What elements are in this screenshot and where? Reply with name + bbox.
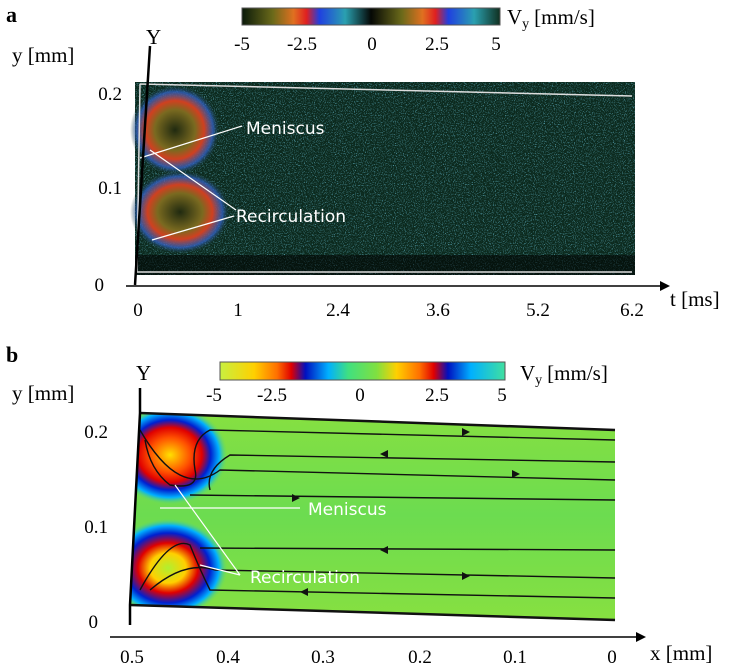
panel-label: a: [6, 2, 17, 27]
arrow: [636, 632, 646, 642]
colorbar: [241, 7, 501, 26]
leaders: [139, 125, 243, 241]
colorbar-title: Vy [mm/s]: [507, 5, 595, 32]
x-tick-label: 2.4: [326, 300, 350, 321]
walls: [129, 411, 616, 622]
y-tick-label: 0: [89, 612, 99, 633]
x-tick-label: 0: [607, 647, 617, 668]
colorbar-tick: -2.5: [257, 385, 287, 406]
symbol: V: [520, 361, 535, 385]
x-tick-label: 6.2: [620, 300, 644, 321]
colorbar-tick: 2.5: [425, 34, 449, 55]
panel-b: b -5 -2.5 0 2.5 5 Vy [mm/s]: [6, 342, 712, 668]
unit: [mm/s]: [534, 5, 595, 29]
x-tick-label: 3.6: [426, 300, 450, 321]
x-tick-label: 0: [133, 300, 143, 321]
axis-name: Y: [136, 361, 151, 385]
x-tick-label: 0.4: [216, 647, 240, 668]
colorbar-tick: 0: [355, 385, 365, 406]
colorbar-tick: -5: [206, 385, 222, 406]
recirculation: [130, 170, 230, 254]
symbol: V: [507, 5, 522, 29]
arrow: [660, 281, 670, 291]
y-axis: [128, 388, 142, 625]
y-tick-label: 0.2: [84, 422, 108, 443]
subscript: y: [522, 17, 529, 32]
colorbar-tick: 5: [491, 34, 501, 55]
colorbar-tick: -2.5: [287, 34, 317, 55]
x-label: t [ms]: [670, 287, 720, 311]
x-tick-label: 0.1: [503, 647, 527, 668]
y-label: y [mm]: [12, 43, 74, 67]
stream-arrows: [292, 428, 520, 596]
colorbar-tick: -5: [234, 34, 250, 55]
x-tick-label: 0.2: [408, 647, 432, 668]
y-tick-label: 0.1: [98, 178, 122, 199]
leaders: [160, 484, 300, 576]
y-tick-label: 0: [95, 275, 105, 296]
y-label: y [mm]: [12, 381, 74, 405]
x-label: x [mm]: [650, 641, 712, 665]
annotation: Meniscus: [246, 119, 325, 139]
annotation: Meniscus: [308, 500, 387, 520]
colorbar-tick: 2.5: [425, 385, 449, 406]
x-tick-label: 5.2: [526, 300, 550, 321]
y-tick-label: 0.1: [84, 517, 108, 538]
x-tick-label: 0.5: [120, 647, 144, 668]
shade: [135, 255, 635, 275]
y-axis: [133, 45, 152, 286]
meniscus: [122, 412, 141, 606]
panel-label: b: [6, 342, 18, 367]
colorbar-tick: 0: [367, 34, 377, 55]
annotation: Recirculation: [250, 568, 360, 588]
subscript: y: [535, 373, 542, 388]
streamlines: [139, 429, 616, 599]
annotation: Recirculation: [236, 207, 346, 227]
axis-name: Y: [146, 25, 161, 49]
unit: [mm/s]: [547, 361, 608, 385]
panel-a: a -5 -2.5 0 2.5 5 Vy [mm/s] Meniscus Reci…: [6, 2, 720, 321]
colorbar-title: Vy [mm/s]: [520, 361, 608, 388]
field: [130, 413, 615, 620]
colorbar: [219, 361, 506, 381]
x-tick-label: 0.3: [311, 647, 335, 668]
y-tick-label: 0.2: [98, 84, 122, 105]
colorbar-tick: 5: [497, 385, 507, 406]
speckle: [135, 82, 635, 275]
recirculation: [130, 85, 220, 175]
x-tick-label: 1: [233, 300, 243, 321]
